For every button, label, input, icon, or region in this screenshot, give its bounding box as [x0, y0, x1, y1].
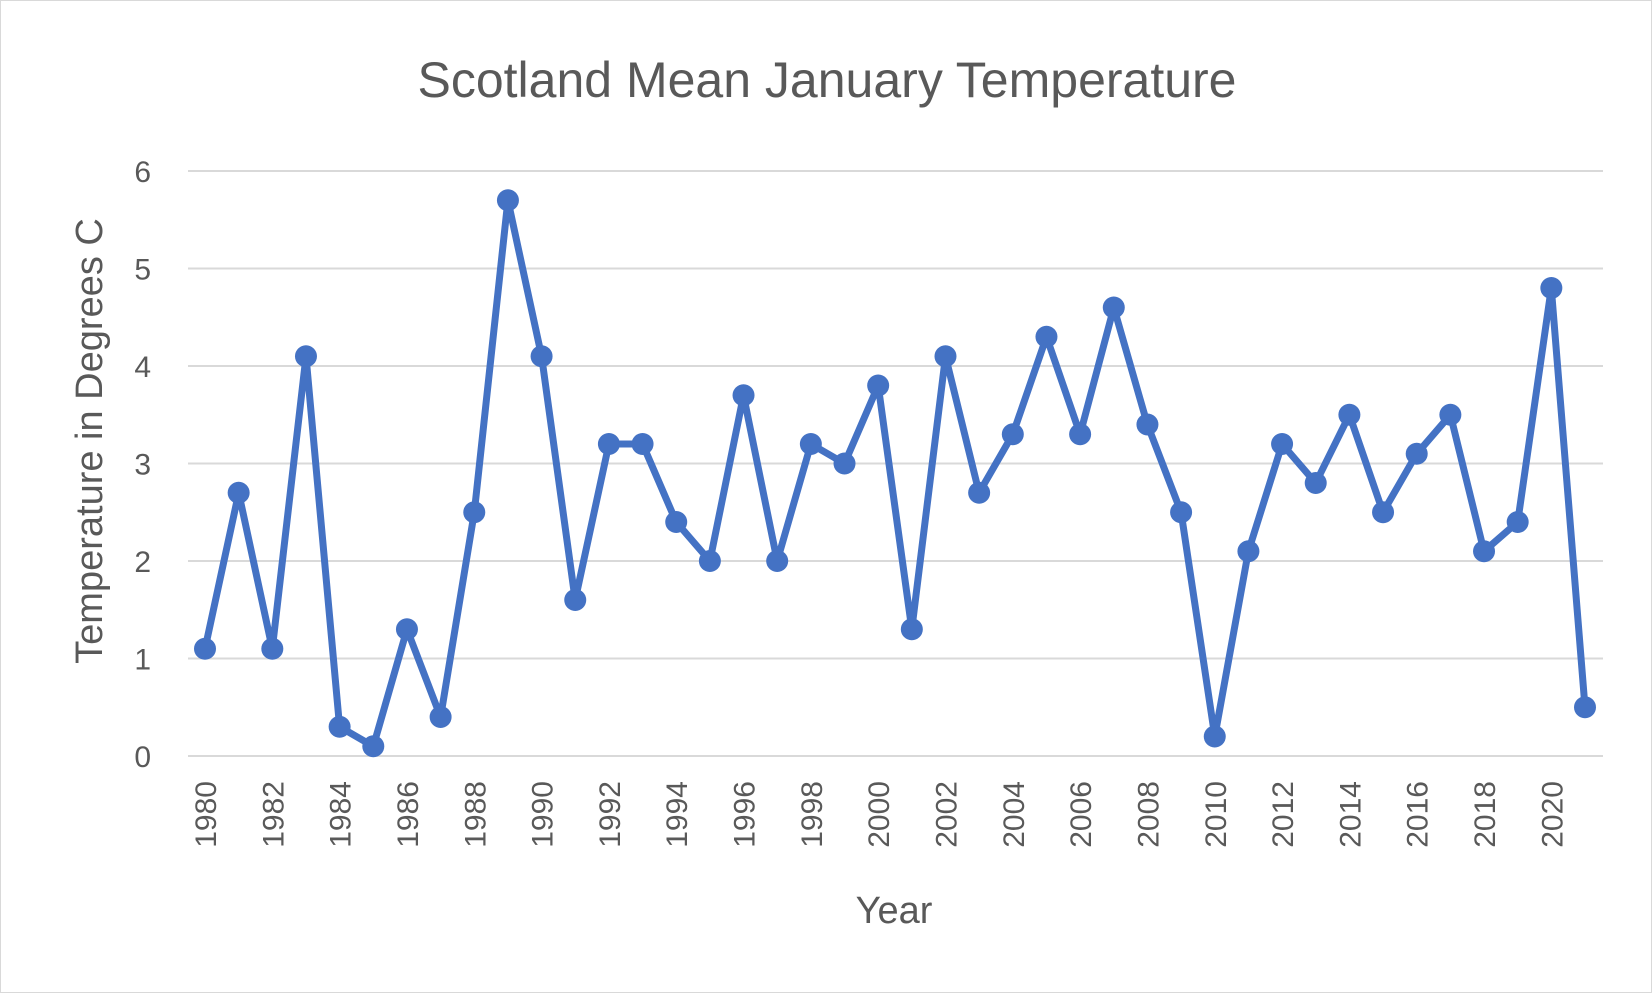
data-point	[900, 618, 923, 641]
data-point	[294, 345, 317, 368]
data-point	[564, 589, 587, 611]
x-tick-label: 2002	[930, 781, 963, 848]
data-point	[1001, 423, 1024, 446]
data-point	[1338, 403, 1361, 426]
data-point	[227, 481, 250, 504]
x-tick-label: 2004	[998, 781, 1031, 848]
data-point	[496, 189, 519, 212]
x-tick-label: 1986	[392, 781, 425, 848]
data-point	[1405, 442, 1428, 465]
x-tick-label: 1994	[661, 781, 694, 848]
data-point	[429, 706, 452, 728]
data-point	[1102, 296, 1125, 319]
data-point	[766, 550, 789, 572]
data-point	[732, 384, 755, 407]
data-point	[1540, 277, 1563, 299]
y-tick-label: 1	[134, 644, 151, 677]
data-point	[698, 550, 721, 572]
x-tick-label: 2020	[1536, 781, 1569, 848]
y-tick-label: 6	[134, 156, 151, 189]
x-tick-label: 2016	[1402, 781, 1435, 848]
data-point	[1506, 511, 1529, 533]
data-point	[665, 511, 688, 533]
gridlines	[188, 170, 1603, 757]
data-point	[1574, 696, 1596, 719]
y-tick-label: 4	[134, 351, 151, 384]
x-tick-label: 1998	[796, 781, 829, 848]
data-point	[1473, 540, 1496, 563]
data-point	[328, 715, 351, 738]
data-point	[1035, 325, 1058, 348]
data-point	[833, 452, 856, 475]
data-point	[1170, 501, 1193, 524]
x-tick-label: 1984	[325, 781, 358, 848]
y-tick-label: 0	[134, 741, 151, 774]
x-tick-label: 1988	[459, 781, 492, 848]
data-point	[1069, 423, 1092, 446]
x-tick-label: 1982	[257, 781, 290, 848]
x-tick-label: 2008	[1132, 781, 1165, 848]
data-point	[362, 735, 385, 758]
data-point	[1203, 725, 1226, 748]
data-point	[530, 345, 553, 368]
x-tick-label: 1996	[729, 781, 762, 848]
data-point	[194, 637, 216, 660]
data-point	[968, 481, 991, 504]
y-tick-label: 2	[134, 546, 151, 579]
y-tick-label: 5	[134, 254, 151, 287]
y-tick-labels: 0 1 2 3 4 5 6	[134, 156, 151, 774]
x-axis-title: Year	[856, 890, 933, 932]
x-tick-label: 2010	[1200, 781, 1233, 848]
data-point	[934, 345, 957, 368]
data-point	[1237, 540, 1260, 563]
x-tick-label: 2012	[1267, 781, 1300, 848]
x-tick-label: 1990	[527, 781, 560, 848]
x-tick-label: 2006	[1065, 781, 1098, 848]
x-tick-label: 2018	[1469, 781, 1502, 848]
data-point	[1372, 501, 1395, 524]
data-point	[799, 433, 822, 455]
y-tick-label: 3	[134, 449, 151, 482]
data-point	[463, 501, 486, 524]
data-point	[395, 618, 418, 641]
chart-title: Scotland Mean January Temperature	[418, 52, 1237, 108]
data-point	[1136, 413, 1159, 436]
data-point	[1271, 433, 1294, 455]
y-axis-title: Temperature in Degrees C	[69, 218, 111, 664]
x-tick-label: 2014	[1334, 781, 1367, 848]
x-tick-label: 1992	[594, 781, 627, 848]
x-tick-label: 1980	[190, 781, 223, 848]
x-tick-labels: 1980 1982 1984 1986 1988 1990 1992 1994 1996 1998…	[190, 781, 1569, 848]
data-point	[597, 433, 620, 455]
x-tick-label: 2000	[863, 781, 896, 848]
series-line	[201, 196, 1589, 750]
data-point	[261, 637, 284, 660]
data-point	[1439, 403, 1462, 426]
data-points	[194, 189, 1596, 758]
data-point	[1304, 472, 1327, 494]
data-point	[631, 433, 654, 455]
data-point	[867, 374, 890, 397]
